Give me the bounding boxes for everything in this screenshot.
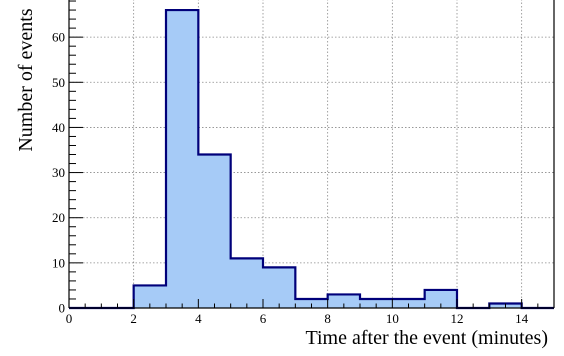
histogram-fill xyxy=(69,10,554,309)
y-tick-label: 20 xyxy=(52,210,65,225)
x-tick-label: 2 xyxy=(130,311,137,326)
histogram-outline xyxy=(69,8,554,310)
x-tick-label: 8 xyxy=(324,311,331,326)
tick-marks xyxy=(68,0,555,309)
x-tick-label: 10 xyxy=(386,311,399,326)
axes xyxy=(68,0,555,309)
histogram-bars xyxy=(134,10,522,308)
x-tick-label: 0 xyxy=(66,311,73,326)
y-tick-label: 10 xyxy=(52,255,65,270)
y-tick-label: 50 xyxy=(52,75,65,90)
x-tick-label: 4 xyxy=(195,311,202,326)
y-tick-label: 60 xyxy=(52,30,65,45)
histogram-bar xyxy=(198,155,230,308)
grid-lines xyxy=(69,0,554,308)
x-tick-label: 6 xyxy=(260,311,267,326)
y-axis-title: Number of events xyxy=(15,8,37,152)
y-tick-label: 30 xyxy=(52,165,65,180)
x-tick-label: 14 xyxy=(515,311,529,326)
x-tick-label: 12 xyxy=(451,311,464,326)
y-tick-label: 40 xyxy=(52,120,65,135)
y-tick-label: 0 xyxy=(59,301,66,316)
histogram-bar xyxy=(263,267,295,308)
tick-labels: 0 2 4 6 8 10 12 14 0 10 20 30 40 50 60 xyxy=(52,30,529,326)
x-axis-title: Time after the event (minutes) xyxy=(305,327,548,349)
histogram-bar xyxy=(231,258,263,308)
histogram-bar xyxy=(166,10,198,308)
